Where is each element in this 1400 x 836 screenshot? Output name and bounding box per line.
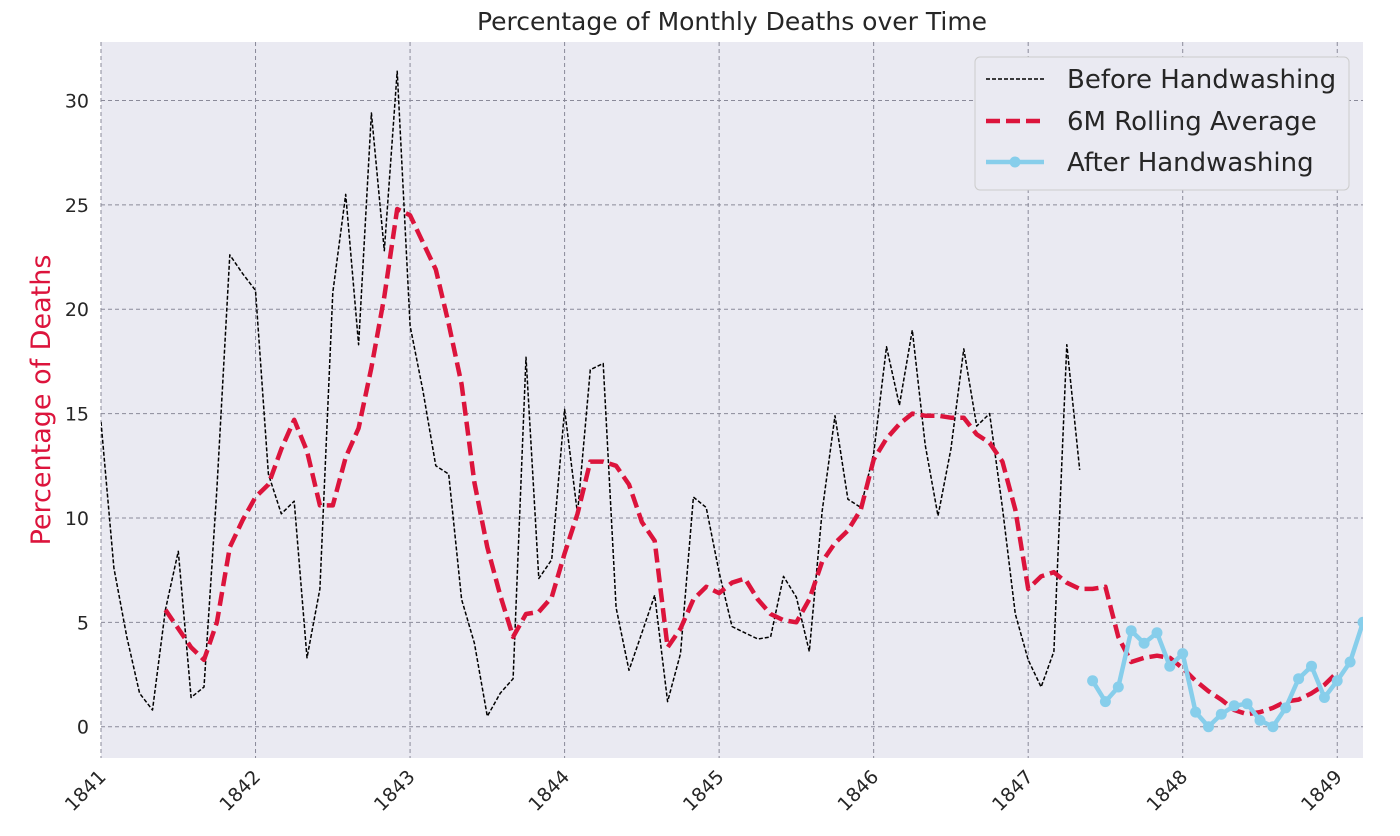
- x-tick-label: 1844: [524, 766, 574, 816]
- series-after-handwashing-line: [1090, 621, 1363, 729]
- y-tick-label: 15: [65, 404, 89, 426]
- x-tick-label: 1841: [61, 766, 111, 816]
- data-point-after-handwashing: [1357, 616, 1363, 628]
- x-tick-label: 1845: [679, 766, 729, 816]
- data-point-after-handwashing: [1138, 637, 1150, 649]
- series-layer: [101, 70, 1363, 733]
- legend-label-before: Before Handwashing: [1067, 65, 1336, 95]
- series-before-handwashing-line: [101, 70, 1081, 718]
- legend-label-after: After Handwashing: [1067, 148, 1314, 178]
- data-point-after-handwashing: [1254, 714, 1266, 726]
- chart-title: Percentage of Monthly Deaths over Time: [477, 7, 987, 36]
- legend-box: [974, 56, 1350, 191]
- y-axis-label: Percentage of Deaths: [26, 255, 57, 546]
- legend-swatch-after-marker: [1009, 156, 1021, 168]
- series-rolling-average-line: [163, 206, 1339, 717]
- y-tick-label: 5: [77, 612, 89, 634]
- data-point-after-handwashing: [1215, 708, 1227, 720]
- x-tick-label: 1846: [833, 766, 883, 816]
- data-point-after-handwashing: [1164, 660, 1176, 672]
- data-point-after-handwashing: [1190, 706, 1202, 718]
- data-point-after-handwashing: [1125, 625, 1137, 637]
- y-tick-label: 10: [65, 508, 89, 530]
- data-point-after-handwashing: [1267, 721, 1279, 733]
- data-point-after-handwashing: [1151, 627, 1163, 639]
- data-point-after-handwashing: [1203, 721, 1214, 733]
- data-point-after-handwashing: [1344, 656, 1356, 668]
- grid: [100, 42, 1363, 758]
- data-point-after-handwashing: [1293, 673, 1305, 685]
- data-point-after-handwashing: [1177, 648, 1189, 660]
- y-axis-ticks: 0 5 10 15 20 25 30: [65, 90, 89, 738]
- data-point-after-handwashing: [1241, 698, 1253, 710]
- data-point-after-handwashing: [1099, 696, 1111, 708]
- data-point-after-handwashing: [1228, 700, 1240, 712]
- data-point-after-handwashing: [1331, 675, 1343, 687]
- x-tick-label: 1843: [370, 766, 420, 816]
- legend: Before Handwashing 6M Rolling Average Af…: [974, 56, 1350, 191]
- x-tick-label: 1842: [215, 766, 265, 816]
- data-point-after-handwashing: [1318, 692, 1330, 703]
- y-tick-label: 25: [65, 195, 89, 217]
- data-point-after-handwashing: [1087, 675, 1099, 687]
- x-tick-label: 1848: [1142, 766, 1192, 816]
- y-tick-label: 20: [65, 299, 89, 321]
- data-point-after-handwashing: [1306, 660, 1317, 672]
- data-point-after-handwashing: [1112, 681, 1124, 693]
- y-tick-label: 0: [77, 717, 89, 739]
- y-tick-label: 30: [65, 90, 89, 112]
- x-tick-label: 1847: [988, 766, 1038, 816]
- x-axis-ticks: 1841 1842 1843 1844 1845 1846 1847 1848 1849: [61, 766, 1347, 816]
- x-tick-label: 1849: [1297, 766, 1347, 816]
- data-point-after-handwashing: [1280, 702, 1292, 714]
- legend-label-rolling: 6M Rolling Average: [1067, 107, 1317, 137]
